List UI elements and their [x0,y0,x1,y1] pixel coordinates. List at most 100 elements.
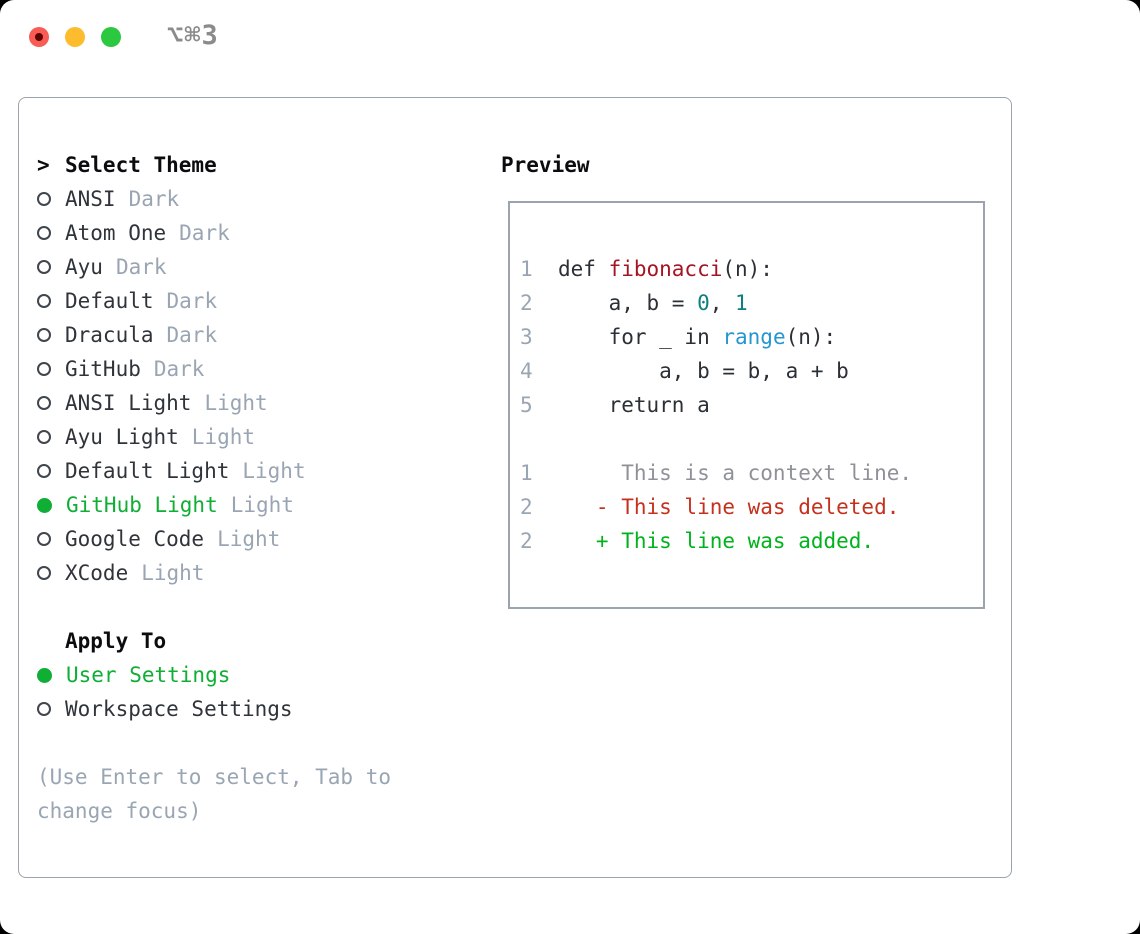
code-token: + This line was added. [558,529,875,553]
code-line: 5 return a [520,388,983,422]
zoom-button[interactable] [101,27,121,47]
radio-selected-icon[interactable] [37,667,52,683]
radio-icon[interactable] [37,532,51,546]
theme-name: Ayu Light [65,425,179,449]
hint-line-1: (Use Enter to select, Tab to [37,765,392,789]
code-line: 1 def fibonacci (n): [520,252,983,286]
preview-box: 1 def fibonacci (n): 2 a, b = 0, 1 3 for _… [508,201,985,609]
theme-name: Default Light [65,459,230,483]
theme-option-github-light[interactable]: GitHub Light Light [37,488,391,522]
code-token: range [722,325,786,349]
theme-option-ansi-dark[interactable]: ANSI Dark [37,182,391,216]
code-token: - This line was deleted. [558,495,900,519]
line-number: 3 [520,325,533,349]
radio-selected-icon[interactable] [37,497,52,513]
apply-option-workspace-settings[interactable]: Workspace Settings [37,692,391,726]
select-theme-header: > Select Theme [37,148,391,182]
theme-option-ayu-light[interactable]: Ayu Light Light [37,420,391,454]
apply-to-label: Apply To [65,629,167,653]
radio-icon[interactable] [37,464,51,478]
close-button[interactable] [29,27,49,47]
code-line: 4 a, b = b, a + b [520,354,983,388]
code-token: 0 [697,291,710,315]
code-token: fibonacci [608,257,723,281]
radio-icon[interactable] [37,396,51,410]
theme-option-dracula-dark[interactable]: Dracula Dark [37,318,391,352]
theme-variant: Dark [128,187,180,211]
theme-name: GitHub [65,357,141,381]
theme-name: ANSI [65,187,116,211]
code-token: 1 [735,291,748,315]
radio-icon[interactable] [37,260,51,274]
theme-variant: Light [191,425,256,449]
title-bar: ⌥⌘3 [0,0,1140,72]
theme-option-ayu-dark[interactable]: Ayu Dark [37,250,391,284]
apply-option-user-settings[interactable]: User Settings [37,658,391,692]
theme-option-xcode[interactable]: XCode Light [37,556,391,590]
radio-icon[interactable] [37,226,51,240]
spacer [37,726,391,760]
theme-variant: Light [242,459,306,483]
line-number: 1 [520,257,533,281]
diff-context-line: 1 This is a context line. [520,456,983,490]
code-token: for _ in [558,325,723,349]
code-token: This is a context line. [558,461,913,485]
theme-option-default-dark[interactable]: Default Dark [37,284,391,318]
theme-variant: Light [204,391,268,415]
theme-name: XCode [65,561,129,585]
minimize-button[interactable] [65,27,85,47]
radio-icon[interactable] [37,192,51,206]
code-token: (n): [785,325,837,349]
line-number: 5 [520,393,533,417]
theme-variant: Light [230,493,294,517]
diff-deleted-line: 2 - This line was deleted. [520,490,983,524]
theme-variant: Dark [153,357,205,381]
code-token: def [558,257,609,281]
radio-icon[interactable] [37,328,51,342]
theme-variant: Light [141,561,205,585]
theme-picker-panel: > Select Theme ANSI Dark Atom One Dark Ayu D… [18,97,1012,878]
radio-icon[interactable] [37,362,51,376]
radio-icon[interactable] [37,294,51,308]
radio-icon[interactable] [37,430,51,444]
code-line: 3 for _ in range (n): [520,320,983,354]
code-line: 2 a, b = 0, 1 [520,286,983,320]
theme-variant: Dark [166,289,218,313]
code-token: return a [558,393,710,417]
theme-name: Default [65,289,154,313]
line-number: 2 [520,495,533,519]
theme-variant: Light [217,527,281,551]
hint-line-2: change focus) [37,799,202,823]
theme-option-ansi-light[interactable]: ANSI Light Light [37,386,391,420]
theme-option-default-light[interactable]: Default Light Light [37,454,391,488]
theme-variant: Dark [166,323,218,347]
theme-option-google-code[interactable]: Google Code Light [37,522,391,556]
spacer [37,590,391,624]
theme-name: Ayu [65,255,103,279]
line-number: 2 [520,529,533,553]
theme-name: ANSI Light [65,391,192,415]
theme-option-github-dark[interactable]: GitHub Dark [37,352,391,386]
theme-name: Dracula [65,323,154,347]
theme-name: Atom One [65,221,167,245]
theme-option-atom-one-dark[interactable]: Atom One Dark [37,216,391,250]
apply-option-name: Workspace Settings [65,697,293,721]
apply-to-header: Apply To [37,624,391,658]
theme-list-column: > Select Theme ANSI Dark Atom One Dark Ayu D… [37,148,391,828]
code-token: (n): [722,257,773,281]
window-title: ⌥⌘3 [167,20,219,51]
select-theme-label: Select Theme [65,153,217,177]
code-token: a, b = b, a + b [558,359,849,383]
traffic-lights [29,27,121,47]
theme-variant: Dark [115,255,167,279]
radio-icon[interactable] [37,702,51,716]
diff-added-line: 2 + This line was added. [520,524,983,558]
blank-line [520,422,983,456]
code-token: a, b = [558,291,698,315]
radio-icon[interactable] [37,566,51,580]
line-number: 2 [520,291,533,315]
apply-option-name: User Settings [66,663,231,687]
theme-name: Google Code [65,527,205,551]
theme-variant: Dark [179,221,230,245]
